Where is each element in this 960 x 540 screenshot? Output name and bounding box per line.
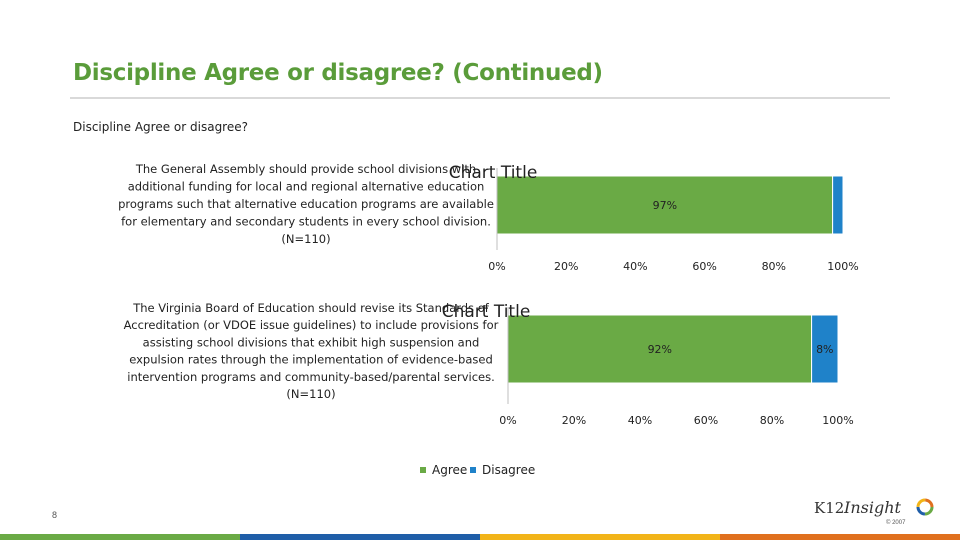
x-tick-label: 0%: [488, 260, 505, 273]
category-label-line: The General Assembly should provide scho…: [135, 162, 476, 176]
category-label-line: Accreditation (or VDOE issue guidelines)…: [124, 318, 499, 332]
category-label-line: additional funding for local and regiona…: [128, 180, 485, 194]
category-label-line: intervention programs and community-base…: [127, 370, 495, 384]
bar-disagree: [832, 175, 844, 235]
legend-label-disagree: Disagree: [482, 463, 535, 477]
footer-color-bar: [0, 534, 960, 540]
slide-title: Discipline Agree or disagree? (Continued…: [73, 60, 603, 86]
x-tick-label: 80%: [762, 260, 786, 273]
bar-disagree: [811, 314, 839, 384]
title-divider: [70, 97, 890, 99]
category-label-line: expulsion rates through the implementati…: [129, 353, 493, 367]
x-tick-label: 80%: [760, 414, 784, 427]
x-tick-label: 40%: [623, 260, 647, 273]
footer-segment-green: [0, 534, 240, 540]
footer-segment-orange: [720, 534, 960, 540]
data-label-agree: 97%: [653, 199, 677, 212]
category-label-line: (N=110): [286, 387, 335, 401]
bar-agree: [507, 314, 813, 384]
footer-segment-blue: [240, 534, 480, 540]
x-tick-label: 20%: [554, 260, 578, 273]
category-label-line: assisting school divisions that exhibit …: [143, 335, 480, 349]
k12-insight-logo: K12 Insight: [814, 497, 944, 521]
copyright-text: © 2007: [886, 520, 906, 526]
x-tick-label: 100%: [822, 414, 853, 427]
legend-swatch-disagree: [470, 467, 476, 473]
chart-title: Chart Title: [442, 302, 531, 322]
logo-insight-text: Insight: [844, 498, 901, 517]
legend-label-agree: Agree: [432, 463, 467, 477]
data-label-disagree: 8%: [816, 343, 833, 356]
x-tick-label: 100%: [827, 260, 858, 273]
logo-ring-icon: [916, 498, 934, 516]
x-tick-label: 60%: [692, 260, 716, 273]
x-tick-label: 60%: [694, 414, 718, 427]
page-number: 8: [52, 510, 58, 520]
category-label-line: for elementary and secondary students in…: [121, 215, 491, 229]
bar-agree: [496, 175, 834, 235]
x-tick-label: 0%: [499, 414, 516, 427]
slide-subtitle: Discipline Agree or disagree?: [73, 120, 248, 134]
data-label-agree: 92%: [648, 343, 672, 356]
legend-swatch-agree: [420, 467, 426, 473]
category-label-line: (N=110): [281, 232, 330, 246]
logo-k12-text: K12: [814, 499, 845, 517]
category-label-line: The Virginia Board of Education should r…: [132, 301, 490, 315]
footer-segment-yellow: [480, 534, 720, 540]
x-tick-label: 40%: [628, 414, 652, 427]
chart-title: Chart Title: [449, 163, 538, 183]
category-label-line: programs such that alternative education…: [118, 197, 494, 211]
x-tick-label: 20%: [562, 414, 586, 427]
